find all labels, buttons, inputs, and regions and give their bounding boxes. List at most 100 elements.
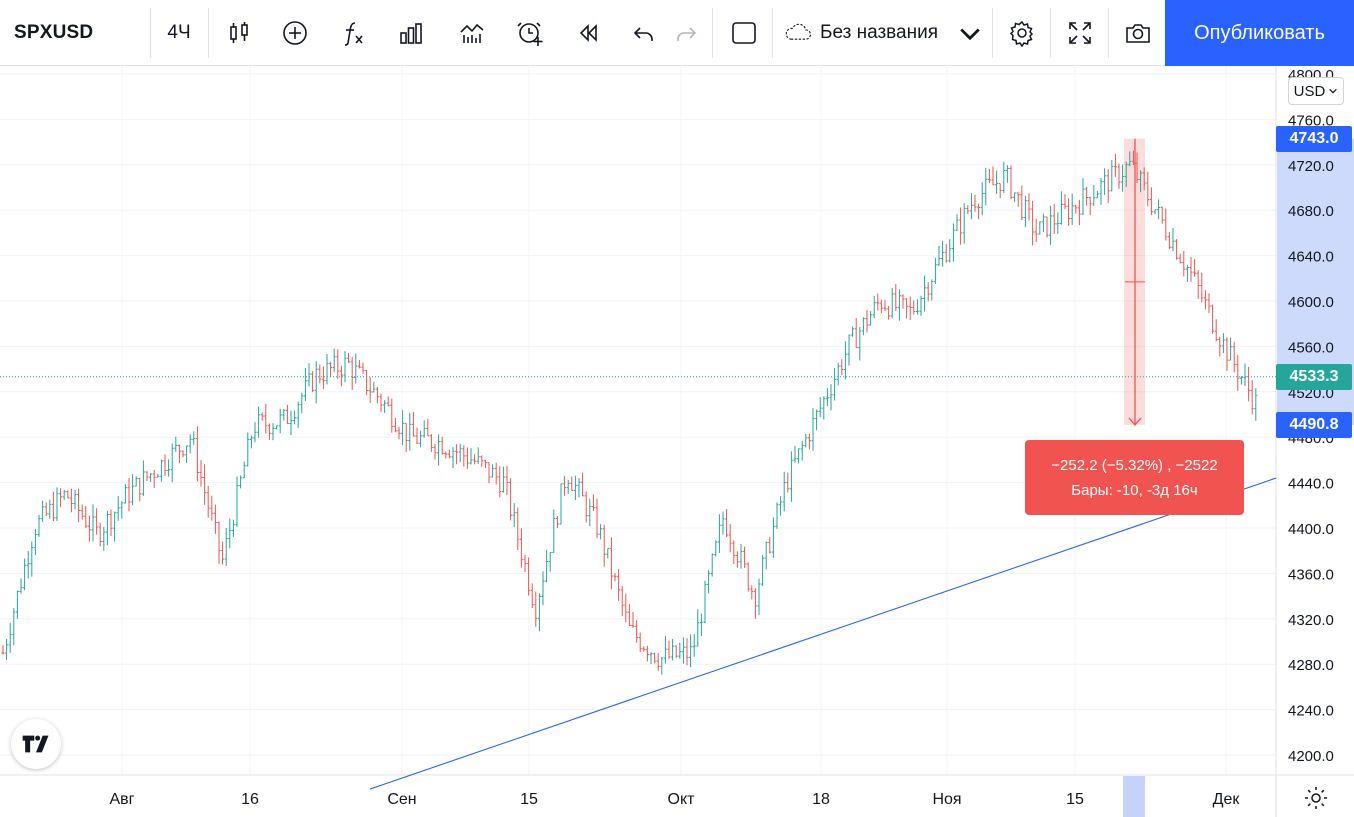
ohlc-bar <box>919 295 923 316</box>
ohlc-bar <box>995 170 999 194</box>
ohlc-bar <box>631 611 635 628</box>
ohlc-bar <box>188 434 192 454</box>
interval-button[interactable]: 4Ч <box>167 22 191 43</box>
ohlc-bar <box>1160 206 1164 224</box>
ohlc-bar <box>829 384 833 411</box>
ohlc-bar <box>325 353 329 385</box>
ohlc-bar <box>768 536 772 554</box>
ohlc-bar <box>717 514 721 553</box>
price-badge-low: 4490.8 <box>1276 411 1352 438</box>
ohlc-bar <box>703 580 707 624</box>
alert-icon[interactable] <box>508 8 552 58</box>
ohlc-bar <box>1077 199 1081 226</box>
currency-select[interactable]: USD <box>1288 77 1344 105</box>
axis-settings-icon[interactable] <box>1302 784 1330 812</box>
ohlc-bar <box>498 466 502 498</box>
ohlc-bar <box>782 471 786 512</box>
ohlc-bar <box>390 398 394 433</box>
ohlc-bar <box>1063 194 1067 210</box>
ohlc-bar <box>102 526 106 551</box>
ohlc-bar <box>714 540 718 557</box>
ohlc-bar <box>408 412 412 451</box>
ohlc-bar <box>59 488 63 508</box>
ohlc-bar <box>1247 366 1251 402</box>
ohlc-bar <box>1117 163 1121 190</box>
ohlc-bar <box>105 510 109 546</box>
ohlc-bar <box>912 300 916 315</box>
ohlc-bar <box>577 478 581 498</box>
indicators-fx-icon[interactable] <box>332 8 374 58</box>
ohlc-bar <box>671 638 675 661</box>
ohlc-bar <box>984 167 988 206</box>
ohlc-bar <box>966 205 970 215</box>
price-tick-label: 4600.0 <box>1288 294 1334 311</box>
ohlc-bar <box>1067 198 1071 226</box>
ohlc-bar <box>69 488 73 513</box>
ohlc-bar <box>5 638 9 660</box>
ohlc-bar <box>775 502 779 529</box>
ohlc-bar <box>1225 337 1229 371</box>
ohlc-bar <box>120 501 124 519</box>
toolbar-divider <box>772 8 773 58</box>
ohlc-bar <box>807 433 811 450</box>
ohlc-bar <box>685 638 689 666</box>
ohlc-bar <box>735 551 739 568</box>
ohlc-bar <box>1056 212 1060 234</box>
symbol-search-button[interactable]: SPXUSD <box>14 22 94 43</box>
ohlc-bar <box>865 310 869 333</box>
ohlc-bar <box>1081 178 1085 215</box>
layout-name-button[interactable]: Без названия <box>776 8 988 58</box>
undo-icon[interactable] <box>622 8 666 58</box>
ohlc-bar <box>1167 232 1171 250</box>
ohlc-bar <box>98 522 102 547</box>
ohlc-bar <box>1142 167 1146 191</box>
ohlc-bar <box>44 502 48 517</box>
fullscreen-icon[interactable] <box>1058 8 1102 58</box>
plus-circle-icon[interactable] <box>274 8 316 58</box>
ohlc-bar <box>289 410 293 436</box>
compare-icon[interactable] <box>450 8 494 58</box>
gear-icon[interactable] <box>1000 8 1044 58</box>
toolbar-divider <box>208 8 209 58</box>
camera-icon[interactable] <box>1116 8 1160 58</box>
ohlc-bar <box>1034 218 1038 242</box>
ohlc-bar <box>1196 270 1200 299</box>
ohlc-bar <box>937 245 941 266</box>
ohlc-bar <box>113 511 117 542</box>
ohlc-bar <box>753 588 757 619</box>
ohlc-bar <box>1139 170 1143 193</box>
redo-icon[interactable] <box>664 8 708 58</box>
ohlc-bar <box>91 504 95 542</box>
ohlc-bar <box>980 182 984 216</box>
ohlc-bar <box>426 418 430 437</box>
ohlc-bar <box>192 431 196 446</box>
replay-icon[interactable] <box>566 8 610 58</box>
ohlc-bar <box>1049 205 1053 245</box>
ohlc-bar <box>635 620 639 643</box>
ohlc-bar <box>447 449 451 459</box>
time-tick-label: 16 <box>241 791 259 808</box>
ohlc-bar <box>887 306 891 320</box>
bar-chart-icon[interactable] <box>390 8 432 58</box>
ohlc-bar <box>1074 204 1078 214</box>
rectangle-icon[interactable] <box>722 8 766 58</box>
toolbar-divider <box>1108 8 1109 58</box>
ohlc-bar <box>1023 195 1027 228</box>
ohlc-bar <box>246 432 250 467</box>
ohlc-bar <box>746 562 750 592</box>
ohlc-bar <box>969 193 973 220</box>
ohlc-bar <box>501 466 505 493</box>
ohlc-bar <box>1254 388 1258 421</box>
ohlc-bar <box>815 409 819 431</box>
price-tick-label: 4440.0 <box>1288 476 1334 493</box>
ohlc-bar <box>167 459 171 477</box>
price-chart[interactable]: 4800.04760.04720.04680.04640.04600.04560… <box>0 66 1354 817</box>
ohlc-bar <box>66 490 70 499</box>
ohlc-bar <box>649 652 653 665</box>
tradingview-logo[interactable] <box>11 719 61 769</box>
candles-icon[interactable] <box>218 8 260 58</box>
ohlc-bar <box>12 608 16 646</box>
publish-button[interactable]: Опубликовать <box>1165 0 1354 66</box>
price-tick-label: 4680.0 <box>1288 203 1334 220</box>
ohlc-bar <box>181 450 185 458</box>
